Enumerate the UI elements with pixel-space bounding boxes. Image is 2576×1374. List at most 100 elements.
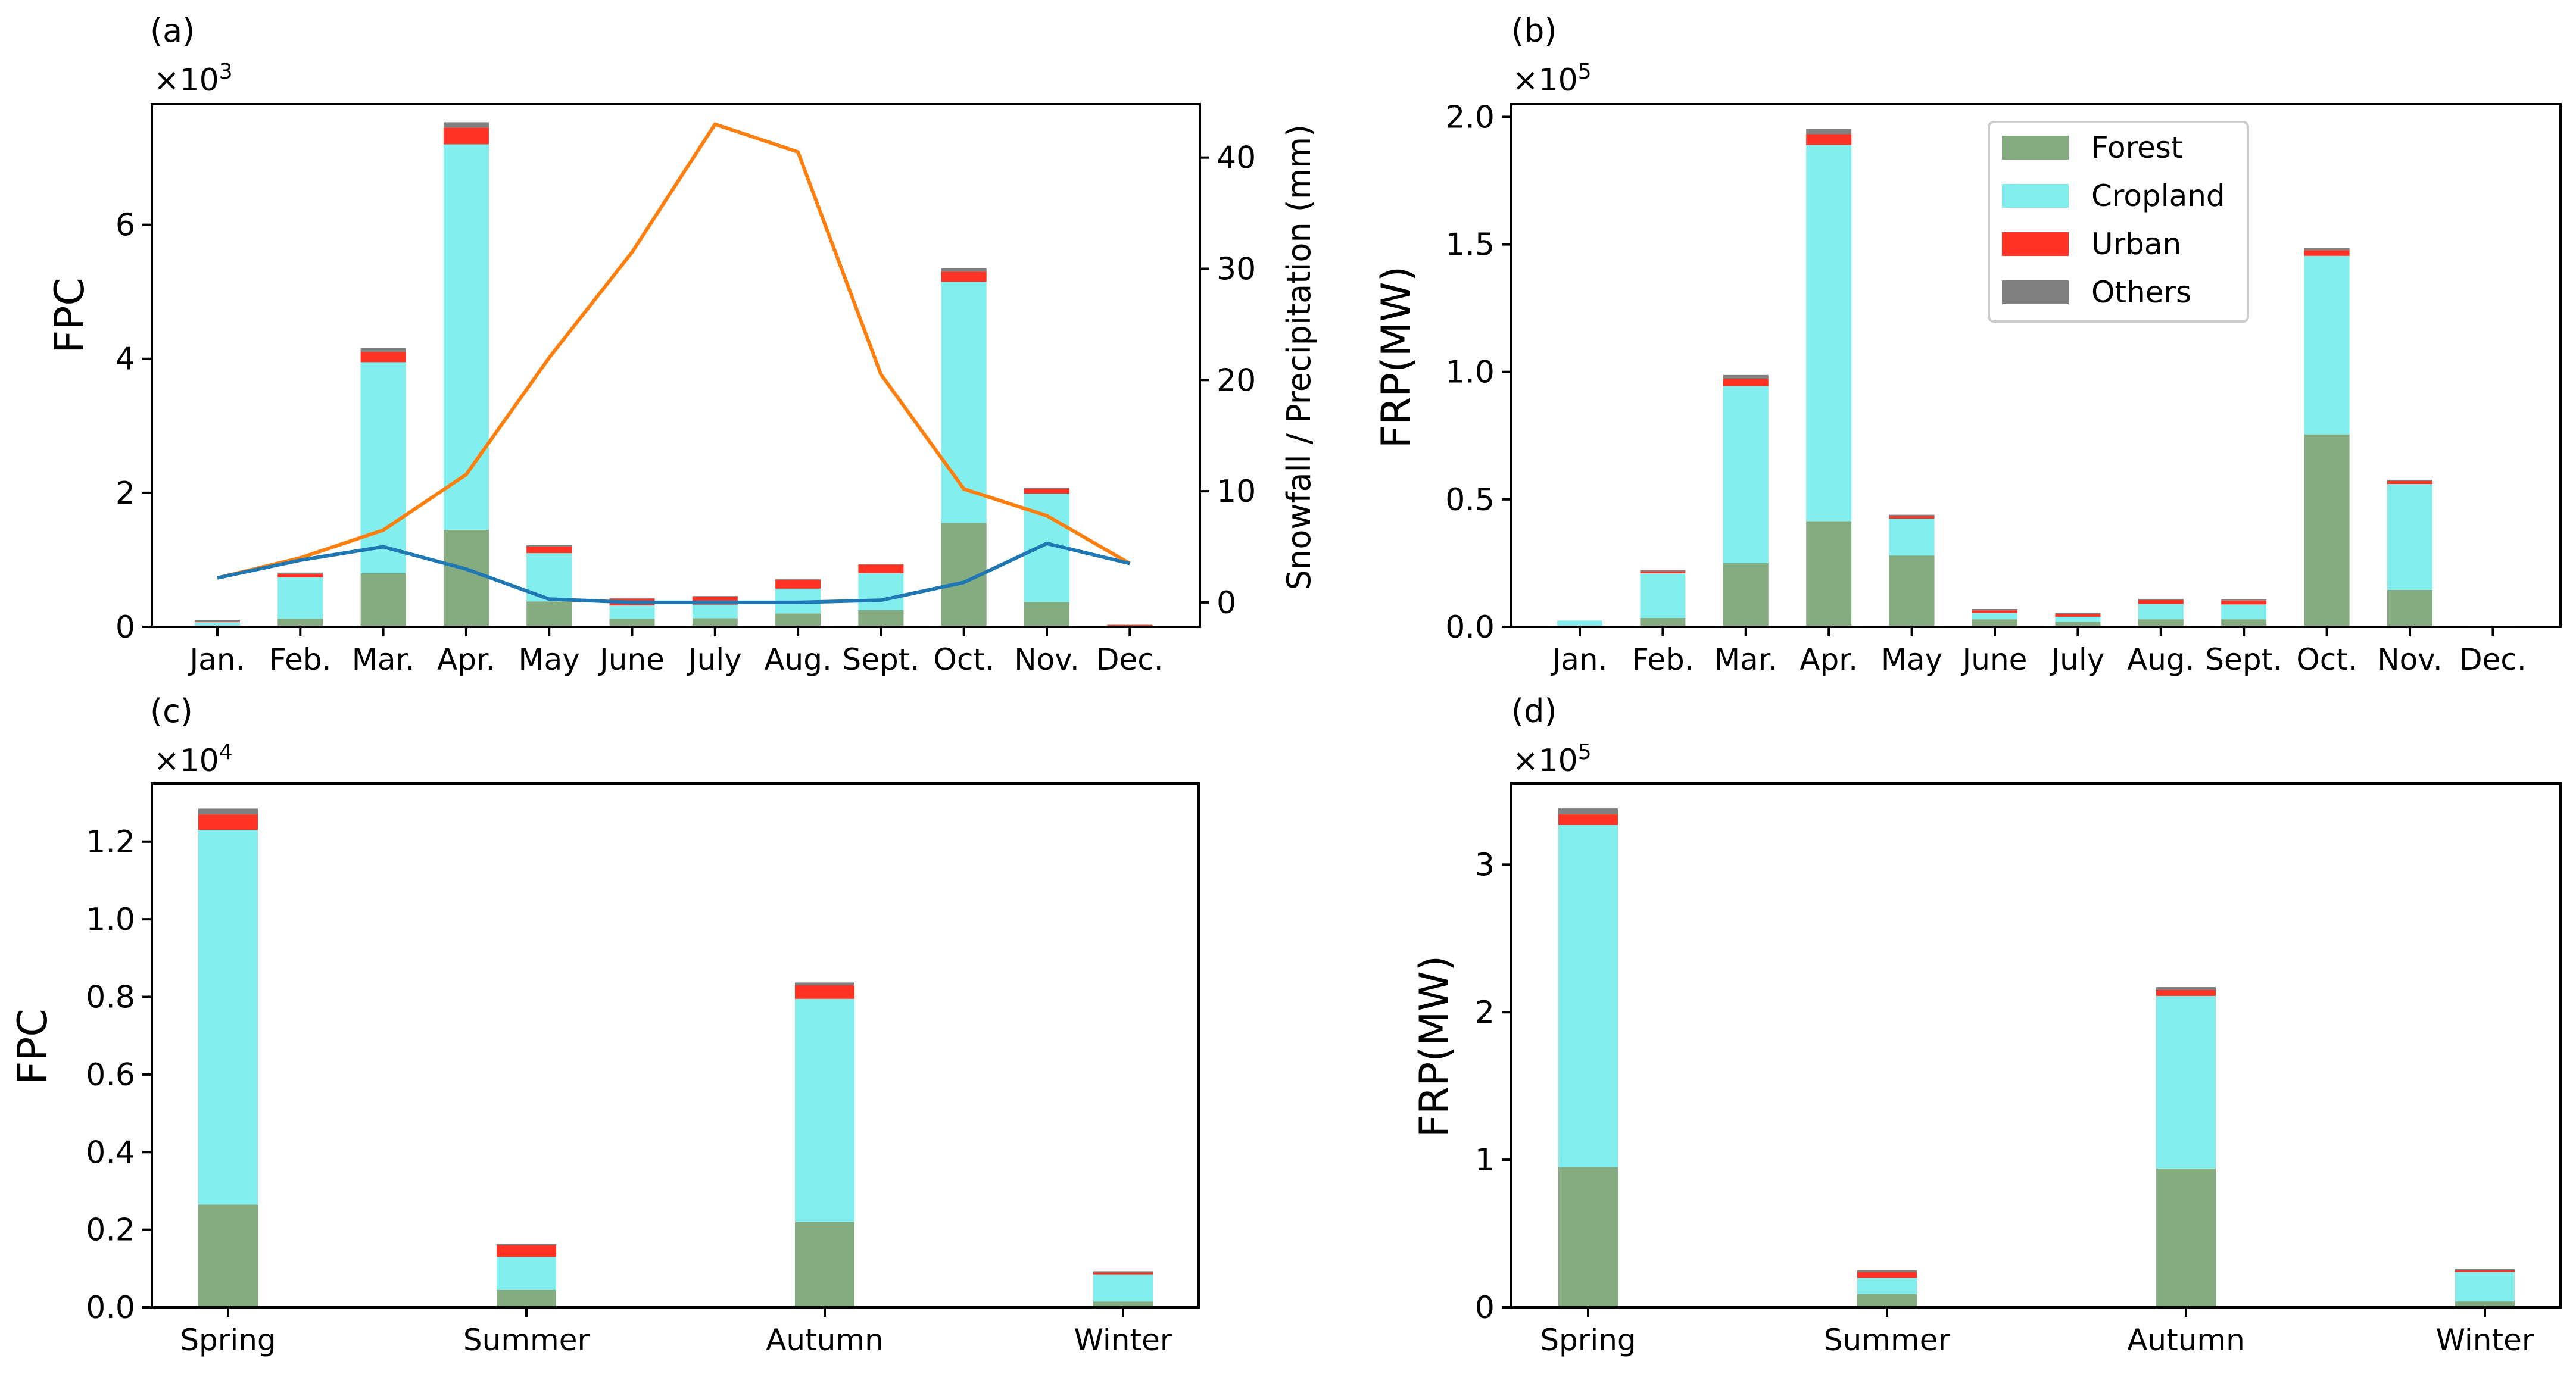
bar-urban-sept <box>2221 600 2267 605</box>
bar-urban-oct <box>2304 250 2350 256</box>
y-tick-label: 0.0 <box>1445 610 1495 645</box>
bar-others-winter <box>2455 1269 2515 1270</box>
y-tick-label: 1.0 <box>1445 355 1495 391</box>
y2-tick-label: 20 <box>1217 363 1256 398</box>
bar-others-oct <box>2304 248 2350 251</box>
x-tick-label-july: July <box>687 642 742 677</box>
y-tick-label: 1 <box>1475 1142 1495 1178</box>
y-tick-label: 4 <box>116 342 135 377</box>
x-tick-label-oct: Oct. <box>2296 642 2357 677</box>
bar-others-mar <box>360 348 406 352</box>
x-tick-label-dec: Dec. <box>2459 642 2527 677</box>
bar-others-mar <box>1723 374 1769 379</box>
y-tick-label: 0.5 <box>1445 482 1495 518</box>
y-axis-label: FRP(MW) <box>1373 266 1420 448</box>
bar-others-aug <box>775 579 821 580</box>
bar-urban-oct <box>941 271 987 282</box>
x-tick-label-sept: Sept. <box>2205 642 2282 677</box>
x-tick-label-aug: Aug. <box>2127 642 2195 677</box>
bar-urban-winter <box>2455 1270 2515 1272</box>
y-tick-label: 1.0 <box>86 902 135 938</box>
bar-others-feb <box>277 572 323 574</box>
x-tick-label-mar: Mar. <box>352 642 415 677</box>
plot-frame <box>1510 103 2562 628</box>
bar-forest-may <box>1889 555 1935 627</box>
y-ticks: 0 1 2 3 <box>1475 847 1511 1326</box>
y-tick-label: 0 <box>116 610 135 645</box>
plot-frame <box>151 103 1201 628</box>
bar-urban-autumn <box>795 985 854 999</box>
x-tick-label-winter: Winter <box>2436 1323 2534 1357</box>
y-tick-label: 0.6 <box>86 1057 135 1093</box>
bar-cropland-sept <box>858 573 904 610</box>
bar-urban-summer <box>1857 1272 1917 1278</box>
bar-cropland-july <box>2055 616 2101 622</box>
y-tick-label: 0.0 <box>86 1290 135 1326</box>
bar-others-july <box>2055 613 2101 614</box>
bars <box>195 122 1153 627</box>
secondary-y-axis-label: Snowfall / Precipitation (mm) <box>1280 124 1318 590</box>
bar-forest-autumn <box>2156 1169 2216 1307</box>
bar-others-feb <box>1640 570 1686 572</box>
panel-label: (a) <box>150 12 195 49</box>
bar-others-may <box>1889 514 1935 516</box>
x-tick-label-nov: Nov. <box>2377 642 2443 677</box>
y-scale-factor: ×105 <box>1512 740 1592 779</box>
x-ticks: Spring Summer Autumn Winter <box>1540 1307 2534 1357</box>
bar-forest-sept <box>858 610 904 627</box>
bar-forest-may <box>526 601 572 627</box>
bar-urban-july <box>2055 614 2101 617</box>
panel-label: (c) <box>150 692 193 730</box>
y-scale-factor: ×103 <box>154 60 233 98</box>
x-tick-label-mar: Mar. <box>1714 642 1777 677</box>
bar-urban-apr <box>1806 134 1852 145</box>
bar-others-apr <box>1806 129 1852 135</box>
bar-cropland-winter <box>2455 1272 2515 1302</box>
bar-cropland-nov <box>2387 484 2432 590</box>
bar-others-sept <box>2221 599 2267 601</box>
y-tick-label: 6 <box>116 208 135 243</box>
x-tick-label-july: July <box>2049 642 2104 677</box>
x-tick-label-nov: Nov. <box>1014 642 1080 677</box>
bar-forest-mar <box>1723 563 1769 627</box>
y-tick-label: 0 <box>1475 1290 1495 1326</box>
x-tick-label-jan: Jan. <box>1551 642 1608 677</box>
x-tick-label-may: May <box>1881 642 1942 677</box>
y-ticks: 0 2 4 6 <box>116 208 152 645</box>
y-tick-label: 1.5 <box>1445 227 1495 263</box>
x-tick-label-winter: Winter <box>1074 1323 1172 1357</box>
line-series <box>217 122 1131 604</box>
bar-cropland-winter <box>1093 1274 1153 1302</box>
bar-cropland-oct <box>941 282 987 523</box>
y2-tick-label: 0 <box>1217 585 1236 621</box>
bar-forest-summer <box>497 1289 556 1307</box>
bar-forest-june <box>609 619 655 627</box>
legend-swatch-others <box>2002 280 2069 304</box>
bar-urban-june <box>1972 610 2017 613</box>
bar-cropland-july <box>692 604 738 619</box>
x-tick-label-feb: Feb. <box>269 642 331 677</box>
x-tick-label-june: June <box>598 642 665 677</box>
y-tick-label: 2 <box>1475 995 1495 1030</box>
bar-others-nov <box>2387 479 2432 481</box>
y-tick-label: 0.8 <box>86 980 135 1016</box>
bar-others-aug <box>2138 598 2184 600</box>
legend-frame <box>1988 121 2249 323</box>
y-tick-label: 2 <box>116 476 135 511</box>
bar-cropland-june <box>609 605 655 619</box>
panel-d-frp-seasonal: (d) ×105 FRP(MW) 0 1 2 3 Spring Summer Autumn… <box>1411 692 2562 1357</box>
x-tick-label-autumn: Autumn <box>766 1323 884 1357</box>
bar-others-spring <box>198 808 258 815</box>
bar-forest-winter <box>1093 1301 1153 1307</box>
panel-label: (d) <box>1511 692 1557 730</box>
bar-forest-aug <box>775 613 821 627</box>
x-tick-label-spring: Spring <box>1540 1323 1636 1357</box>
bar-forest-autumn <box>795 1222 854 1307</box>
bar-others-oct <box>941 268 987 272</box>
bar-urban-apr <box>443 127 489 145</box>
panel-a-fpc-monthly: (a) ×103 FPC Snowfall / Precipitation (m… <box>46 12 1318 677</box>
legend-label-forest: Forest <box>2091 130 2182 165</box>
x-tick-label-spring: Spring <box>180 1323 276 1357</box>
plot-frame <box>151 782 1200 1309</box>
y-ticks: 0.0 0.5 1.0 1.5 2.0 <box>1445 99 1511 645</box>
